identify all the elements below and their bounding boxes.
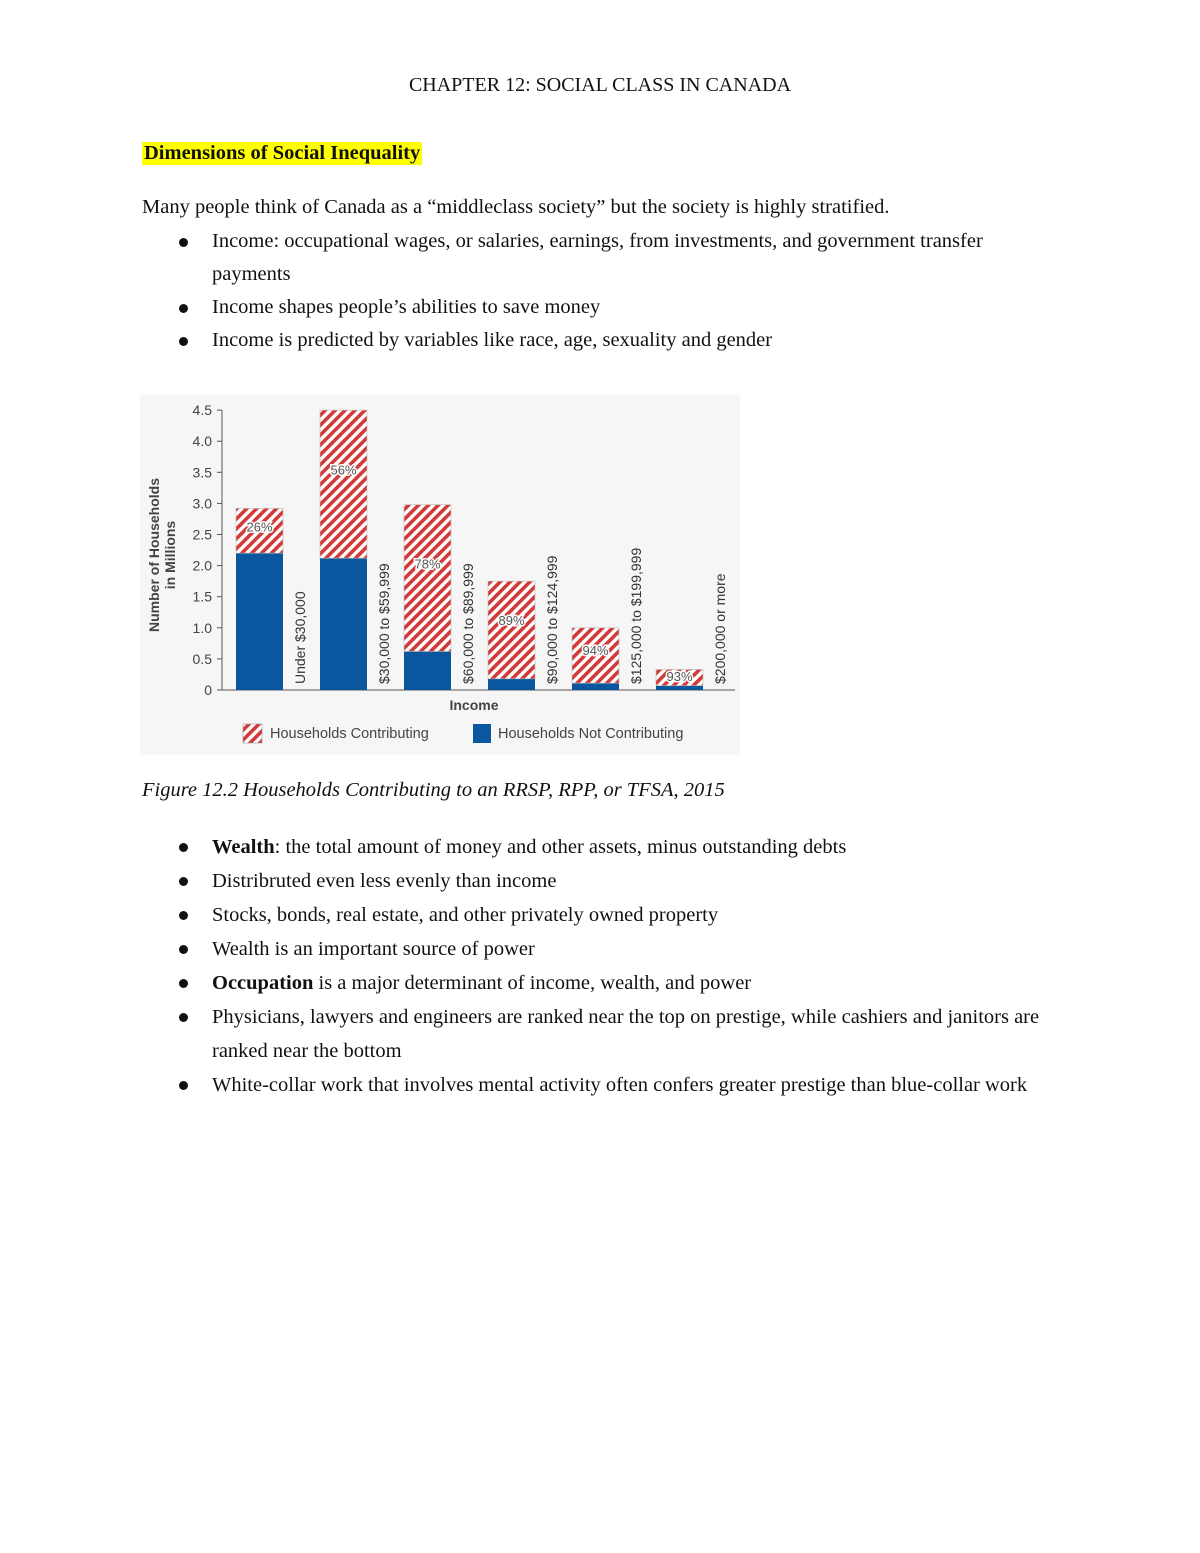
y-axis-label: Number of Householdsin Millions [146, 478, 178, 632]
y-tick-label: 4.5 [193, 402, 213, 418]
x-category-label: $60,000 to $89,999 [460, 563, 476, 684]
list-item-text: is a major determinant of income, wealth… [313, 972, 752, 994]
bar-data-label: 78% [414, 556, 440, 571]
y-axis-label-line: Number of Households [146, 478, 162, 632]
x-axis-label: Income [449, 697, 498, 713]
x-category-label: $30,000 to $59,999 [376, 563, 392, 684]
bullet-icon [179, 911, 188, 920]
bar-not-contributing [488, 678, 535, 690]
bullet-icon [179, 877, 188, 886]
list-item-text: Income: occupational wages, or salaries,… [212, 230, 983, 285]
bar-contributing [487, 580, 536, 680]
bar-not-contributing [572, 683, 619, 690]
list-item: Occupation is a major determinant of inc… [142, 966, 1062, 1000]
y-tick-label: 2.5 [193, 527, 213, 543]
bullet-icon [179, 337, 188, 346]
x-category-label: $200,000 or more [712, 573, 728, 684]
legend-label-not-contributing: Households Not Contributing [498, 726, 683, 742]
list-item: Income is predicted by variables like ra… [142, 324, 1062, 357]
bar-data-label: 93% [666, 669, 692, 684]
wealth-bullet-list: Wealth: the total amount of money and ot… [142, 830, 1062, 1102]
bullet-icon [179, 843, 188, 852]
legend-swatch-contributing [242, 723, 263, 744]
y-tick-label: 0 [204, 682, 212, 698]
list-item-text: Stocks, bonds, real estate, and other pr… [212, 904, 719, 926]
bar-not-contributing [320, 558, 367, 690]
list-item-text: White-collar work that involves mental a… [212, 1074, 1028, 1096]
chart-svg: 0 0.5 1.0 1.5 2.0 2.5 3.0 3.5 4.0 4.5 Number of Ho… [146, 402, 735, 744]
bar-data-label: 56% [330, 462, 356, 477]
y-tick-label: 0.5 [193, 651, 213, 667]
bullet-icon [179, 1013, 188, 1022]
bar-not-contributing [236, 553, 283, 690]
y-tick-label: 4.0 [193, 433, 213, 449]
list-item-text: Income shapes people’s abilities to save… [212, 296, 601, 318]
bold-term: Wealth [212, 836, 275, 858]
section-heading: Dimensions of Social Inequality [142, 142, 423, 165]
legend-swatch-not-contributing [473, 724, 491, 743]
bar-contributing [403, 504, 452, 652]
x-category-label: $125,000 to $199,999 [628, 548, 644, 684]
list-item-text: Physicians, lawyers and engineers are ra… [212, 1006, 1040, 1062]
income-bullet-list: Income: occupational wages, or salaries,… [142, 225, 1062, 357]
bullet-icon [179, 979, 188, 988]
list-item-text: Wealth is an important source of power [212, 938, 535, 960]
households-chart: 0 0.5 1.0 1.5 2.0 2.5 3.0 3.5 4.0 4.5 Number of Ho… [140, 395, 740, 755]
list-item-text: Distribruted even less evenly than incom… [212, 870, 557, 892]
x-category-label: $90,000 to $124,999 [544, 555, 560, 684]
bullet-icon [179, 945, 188, 954]
y-axis-label-line: in Millions [162, 521, 178, 590]
chapter-title: CHAPTER 12: SOCIAL CLASS IN CANADA [408, 74, 792, 96]
y-tick-label: 2.0 [193, 558, 213, 574]
bar-not-contributing [404, 651, 451, 690]
bold-term: Occupation [212, 972, 314, 994]
list-item-text: : the total amount of money and other as… [274, 836, 847, 858]
bar-data-label: 26% [246, 519, 272, 534]
bar-data-label: 94% [582, 643, 608, 658]
bullet-icon [179, 238, 188, 247]
list-item: Wealth is an important source of power [142, 932, 1062, 966]
bar-data-label: 89% [498, 613, 524, 628]
list-item: Physicians, lawyers and engineers are ra… [142, 1000, 1062, 1068]
y-tick-label: 1.0 [193, 620, 213, 636]
x-category-label: Under $30,000 [292, 591, 308, 684]
list-item: Income: occupational wages, or salaries,… [142, 225, 1062, 291]
list-item: Distribruted even less evenly than incom… [142, 864, 1062, 898]
list-item: Stocks, bonds, real estate, and other pr… [142, 898, 1062, 932]
bullet-icon [179, 304, 188, 313]
figure-caption: Figure 12.2 Households Contributing to a… [142, 779, 725, 801]
bullet-icon [179, 1081, 188, 1090]
y-tick-label: 1.5 [193, 589, 213, 605]
y-tick-label: 3.5 [193, 464, 213, 480]
bar-contributing [319, 409, 368, 559]
list-item-text: Income is predicted by variables like ra… [212, 329, 773, 351]
legend-label-contributing: Households Contributing [270, 726, 429, 742]
list-item: Income shapes people’s abilities to save… [142, 291, 1062, 324]
bar-contributing [655, 669, 704, 686]
intro-paragraph: Many people think of Canada as a “middle… [142, 196, 890, 218]
bar-contributing [571, 627, 620, 684]
list-item: White-collar work that involves mental a… [142, 1068, 1062, 1102]
bar-not-contributing [656, 685, 703, 690]
list-item: Wealth: the total amount of money and ot… [142, 830, 1062, 864]
y-tick-label: 3.0 [193, 495, 213, 511]
bar-contributing [235, 508, 284, 554]
